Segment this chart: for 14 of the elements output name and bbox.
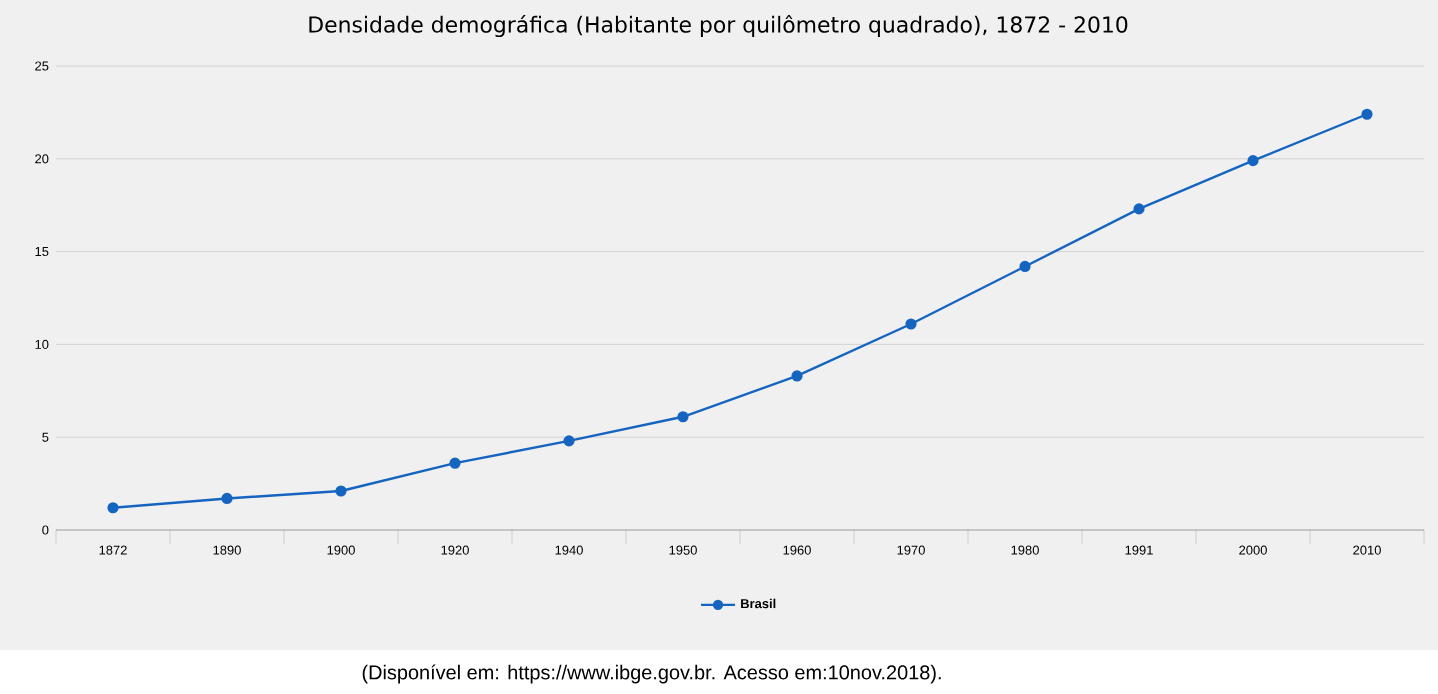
text: (Disponível em: https://www.ibge.gov.br. Acesso em:10nov.2018). <box>362 664 941 684</box>
point <box>1133 203 1145 215</box>
chart-title: Densidade demográfica (Habitante por quilômetro quadrado), 1872 - 2010 <box>309 14 1128 38</box>
point <box>791 370 803 382</box>
point <box>905 318 917 330</box>
point <box>563 435 575 447</box>
point <box>335 485 347 497</box>
point <box>107 502 119 514</box>
point <box>449 457 461 469</box>
point <box>1361 108 1373 120</box>
point <box>1247 155 1259 167</box>
point <box>677 411 689 423</box>
point <box>1019 260 1031 273</box>
point <box>221 492 233 505</box>
